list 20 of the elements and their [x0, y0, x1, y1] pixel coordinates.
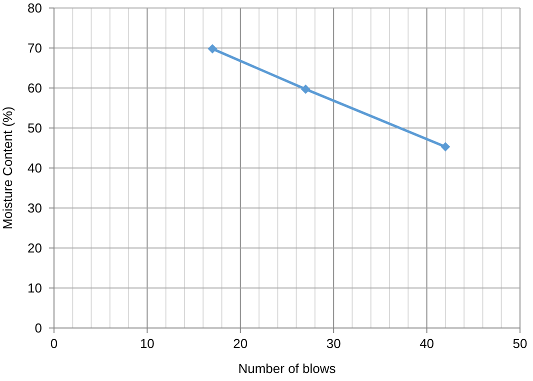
y-tick-label: 0 [34, 320, 42, 336]
x-tick-label: 10 [140, 336, 154, 351]
y-tick-label: 80 [28, 0, 42, 16]
y-axis-title: Moisture Content (%) [0, 106, 15, 230]
y-tick-label: 40 [28, 160, 42, 176]
x-tick-label: 20 [233, 336, 248, 351]
y-tick-label: 50 [28, 120, 42, 136]
x-axis-title: Number of blows [238, 361, 336, 376]
y-tick-label: 70 [28, 40, 42, 56]
y-tick-label: 60 [28, 80, 42, 96]
x-tick-label: 0 [50, 336, 58, 351]
x-tick-label: 50 [512, 336, 528, 351]
x-tick-label: 40 [420, 336, 434, 351]
point [301, 84, 310, 94]
x-tick-label: 30 [326, 336, 341, 351]
point [440, 142, 450, 152]
y-tick-label: 30 [28, 200, 42, 216]
point [208, 44, 217, 54]
y-tick-label: 10 [28, 280, 42, 296]
y-tick-label: 20 [28, 240, 42, 256]
